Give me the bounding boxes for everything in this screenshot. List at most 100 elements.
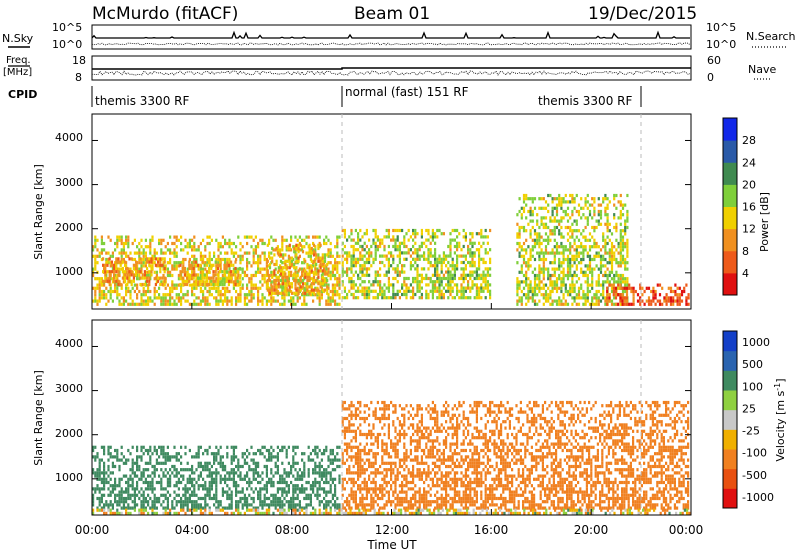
heatmap-cell [643, 289, 646, 294]
heatmap-cell [125, 293, 128, 297]
heatmap-cell [241, 257, 244, 262]
heatmap-cell [621, 296, 624, 300]
heatmap-cell [606, 302, 609, 306]
heatmap-cell [599, 283, 603, 287]
heatmap-cell [447, 254, 450, 258]
heatmap-cell [473, 283, 476, 287]
heatmap-cell [109, 471, 112, 475]
heatmap-cell [125, 490, 128, 494]
heatmap-cell [527, 296, 530, 300]
heatmap-cell [212, 263, 215, 267]
heatmap-cell [215, 289, 218, 294]
heatmap-cell [558, 261, 561, 265]
heatmap-cell [449, 251, 452, 255]
heatmap-cell [230, 299, 233, 303]
heatmap-cell [296, 461, 299, 465]
heatmap-cell [482, 276, 485, 281]
heatmap-cell [425, 228, 428, 233]
heatmap-cell [383, 235, 386, 239]
heatmap-cell [237, 267, 240, 271]
heatmap-cell [243, 474, 246, 478]
heatmap-cell [102, 279, 105, 283]
heatmap-cell [186, 461, 189, 465]
heatmap-cell [442, 232, 445, 236]
heatmap-cell [197, 448, 200, 453]
heatmap-cell [571, 213, 574, 217]
heatmap-cell [215, 445, 218, 449]
heatmap-cell [403, 289, 406, 293]
heatmap-cell [306, 282, 309, 286]
heatmap-cell [363, 286, 366, 290]
heatmap-cell [580, 251, 583, 255]
heatmap-cell [301, 471, 304, 475]
heatmap-cell [239, 500, 242, 504]
heatmap-cell [531, 248, 534, 252]
heatmap-cell [615, 206, 618, 210]
heatmap-cell [516, 293, 519, 297]
heatmap-cell [553, 229, 556, 233]
heatmap-cell [538, 277, 541, 281]
heatmap-cell [254, 487, 257, 491]
heatmap-cell [142, 452, 145, 456]
heatmap-cell [643, 302, 646, 306]
heatmap-cell [126, 266, 129, 271]
heatmap-cell [206, 487, 209, 491]
heatmap-cell [230, 445, 233, 449]
heatmap-cell [429, 280, 432, 284]
heatmap-cell [536, 277, 539, 281]
heatmap-cell [536, 235, 539, 239]
heatmap-cell [352, 436, 355, 440]
heatmap-cell [420, 254, 423, 258]
heatmap-cell [252, 238, 255, 242]
heatmap-cell [96, 455, 99, 459]
heatmap-cell [191, 490, 194, 494]
heatmap-cell [307, 468, 310, 472]
heatmap-cell [149, 299, 152, 303]
heatmap-cell [312, 270, 315, 274]
heatmap-cell [571, 264, 574, 268]
heatmap-cell [277, 285, 280, 289]
heatmap-cell [555, 197, 559, 201]
heatmap-cell [98, 464, 101, 469]
heatmap-cell [536, 241, 539, 246]
heatmap-cell [451, 273, 454, 277]
heatmap-cell [94, 245, 97, 249]
heatmap-cell [370, 496, 373, 501]
heatmap-cell [658, 293, 662, 297]
heatmap-cell [195, 503, 198, 507]
heatmap-cell [105, 261, 108, 265]
heatmap-cell [281, 490, 284, 494]
heatmap-cell [184, 490, 187, 494]
heatmap-cell [238, 266, 241, 271]
heatmap-cell [98, 286, 101, 290]
heatmap-cell [92, 496, 95, 501]
heatmap-cell [383, 283, 386, 287]
heatmap-cell [219, 270, 222, 274]
heatmap-cell [122, 257, 125, 262]
heatmap-cell [136, 487, 139, 491]
heatmap-cell [115, 257, 118, 261]
heatmap-cell [580, 270, 583, 274]
heatmap-cell [204, 468, 207, 472]
heatmap-cell [314, 261, 317, 265]
heatmap-cell [547, 277, 550, 281]
heatmap-cell [318, 468, 321, 472]
heatmap-cell [586, 293, 589, 297]
heatmap-cell [564, 209, 567, 214]
heatmap-cell [610, 267, 614, 271]
heatmap-cell [575, 257, 578, 262]
heatmap-cell [100, 500, 103, 504]
heatmap-cell [301, 458, 304, 462]
heatmap-cell [540, 206, 543, 210]
heatmap-cell [272, 238, 275, 242]
heatmap-cell [281, 238, 284, 242]
heatmap-cell [296, 471, 299, 475]
heatmap-cell [246, 241, 249, 246]
heatmap-cell [224, 296, 227, 300]
heatmap-cell [478, 267, 481, 271]
heatmap-cell [451, 280, 454, 284]
heatmap-cell [595, 241, 598, 246]
heatmap-cell [558, 296, 561, 300]
heatmap-cell [667, 299, 670, 303]
heatmap-cell [352, 280, 355, 284]
